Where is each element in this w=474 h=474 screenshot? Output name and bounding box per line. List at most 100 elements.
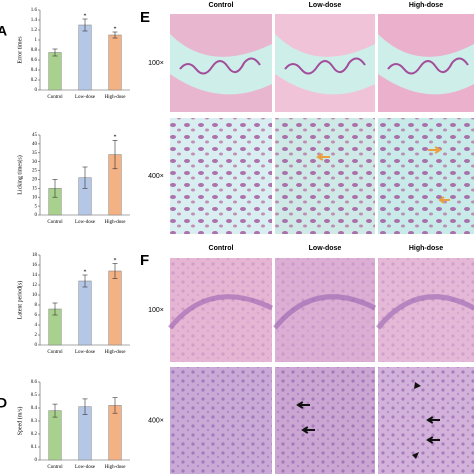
ventricle xyxy=(275,34,375,95)
significance: * xyxy=(114,258,117,264)
error-bar xyxy=(82,18,88,32)
x-tick-label: Low-dose xyxy=(75,350,96,355)
cells xyxy=(275,118,375,234)
error-bar xyxy=(82,274,88,288)
error-bar xyxy=(52,179,58,198)
y-tick-label: 45 xyxy=(32,133,38,138)
bar xyxy=(108,405,122,461)
y-tick-label: 14 xyxy=(32,273,38,278)
x-tick-label: Low-dose xyxy=(75,95,96,100)
micrograph xyxy=(275,367,375,474)
x-tick-label: Control xyxy=(47,95,63,100)
y-tick-label: 0.1 xyxy=(31,445,38,450)
y-axis-title: Error times xyxy=(17,36,23,64)
cells xyxy=(170,118,272,234)
error-bar xyxy=(82,166,88,189)
y-tick-label: 10 xyxy=(32,195,38,200)
y-tick-label: 0 xyxy=(35,88,38,93)
choroid-plexus xyxy=(284,57,366,75)
arrow xyxy=(428,146,442,154)
column-label: Control xyxy=(209,245,234,252)
cells xyxy=(275,258,375,362)
panel-label: E xyxy=(140,9,150,26)
choroid-plexus xyxy=(387,57,469,75)
x-tick-label: High-dose xyxy=(105,350,127,355)
cells xyxy=(378,118,474,234)
y-tick-label: 0.4 xyxy=(31,68,38,73)
column-label: Low-dose xyxy=(309,2,342,9)
micrograph xyxy=(376,258,474,362)
micrograph xyxy=(168,258,274,362)
error-bar xyxy=(52,48,58,57)
error-bar xyxy=(112,31,118,39)
micrograph xyxy=(170,367,272,474)
arrow xyxy=(426,416,440,424)
panel-label: F xyxy=(140,252,149,269)
y-tick-label: 1.6 xyxy=(31,8,38,13)
y-tick-label: 0.5 xyxy=(31,393,38,398)
significance: * xyxy=(84,13,87,19)
column-label: High-dose xyxy=(409,245,443,252)
ventricle xyxy=(170,34,272,95)
y-tick-label: 0.4 xyxy=(31,406,38,411)
cells xyxy=(378,258,474,362)
y-tick-label: 0 xyxy=(35,213,38,218)
y-tick-label: 2 xyxy=(35,333,38,338)
arrow xyxy=(296,401,310,409)
significance: * xyxy=(114,135,117,141)
row-label: 100× xyxy=(148,307,164,314)
error-bar xyxy=(112,397,118,414)
choroid-plexus xyxy=(179,57,261,75)
y-tick-label: 8 xyxy=(35,303,38,308)
column-label: High-dose xyxy=(409,2,443,9)
panel-label: A xyxy=(0,23,7,39)
bar xyxy=(108,34,122,91)
y-tick-label: 30 xyxy=(32,160,38,165)
row-label: 100× xyxy=(148,60,164,67)
y-axis-title: Licking times(s) xyxy=(16,155,23,195)
y-tick-label: 0.2 xyxy=(31,78,38,83)
x-tick-label: Control xyxy=(47,220,63,225)
micrograph xyxy=(378,14,474,112)
error-bar xyxy=(82,398,88,415)
panel-label: D xyxy=(0,395,7,411)
error-bar xyxy=(112,263,118,279)
y-tick-label: 0.3 xyxy=(31,419,38,424)
y-tick-label: 25 xyxy=(32,169,38,174)
x-tick-label: Control xyxy=(47,350,63,355)
cells xyxy=(170,367,272,474)
y-tick-label: 0 xyxy=(35,458,38,463)
y-tick-label: 0 xyxy=(35,343,38,348)
x-tick-label: High-dose xyxy=(105,220,127,225)
y-tick-label: 4 xyxy=(35,323,38,328)
y-tick-label: 0.6 xyxy=(31,58,38,63)
cells xyxy=(378,367,474,474)
micrograph xyxy=(170,118,272,234)
bar xyxy=(48,52,62,91)
x-tick-label: Control xyxy=(47,465,63,470)
x-tick-label: Low-dose xyxy=(75,220,96,225)
x-tick-label: High-dose xyxy=(105,465,127,470)
bar xyxy=(48,410,62,461)
bar xyxy=(78,24,92,91)
bar xyxy=(78,280,92,346)
arrow xyxy=(426,436,440,444)
cells xyxy=(170,258,272,362)
micrograph xyxy=(170,14,272,112)
ventricle xyxy=(378,34,474,95)
y-tick-label: 6 xyxy=(35,313,38,318)
y-tick-label: 1.4 xyxy=(31,18,38,23)
significance: * xyxy=(84,269,87,275)
arrowhead xyxy=(412,452,419,459)
micrograph xyxy=(275,14,375,112)
y-tick-label: 0.6 xyxy=(31,380,38,385)
arrow xyxy=(438,196,450,204)
micrograph xyxy=(275,118,375,234)
y-tick-label: 18 xyxy=(32,253,38,258)
micrograph xyxy=(378,118,474,234)
error-bar xyxy=(52,403,58,418)
error-bar xyxy=(112,140,118,170)
y-tick-label: 1.2 xyxy=(31,28,38,33)
